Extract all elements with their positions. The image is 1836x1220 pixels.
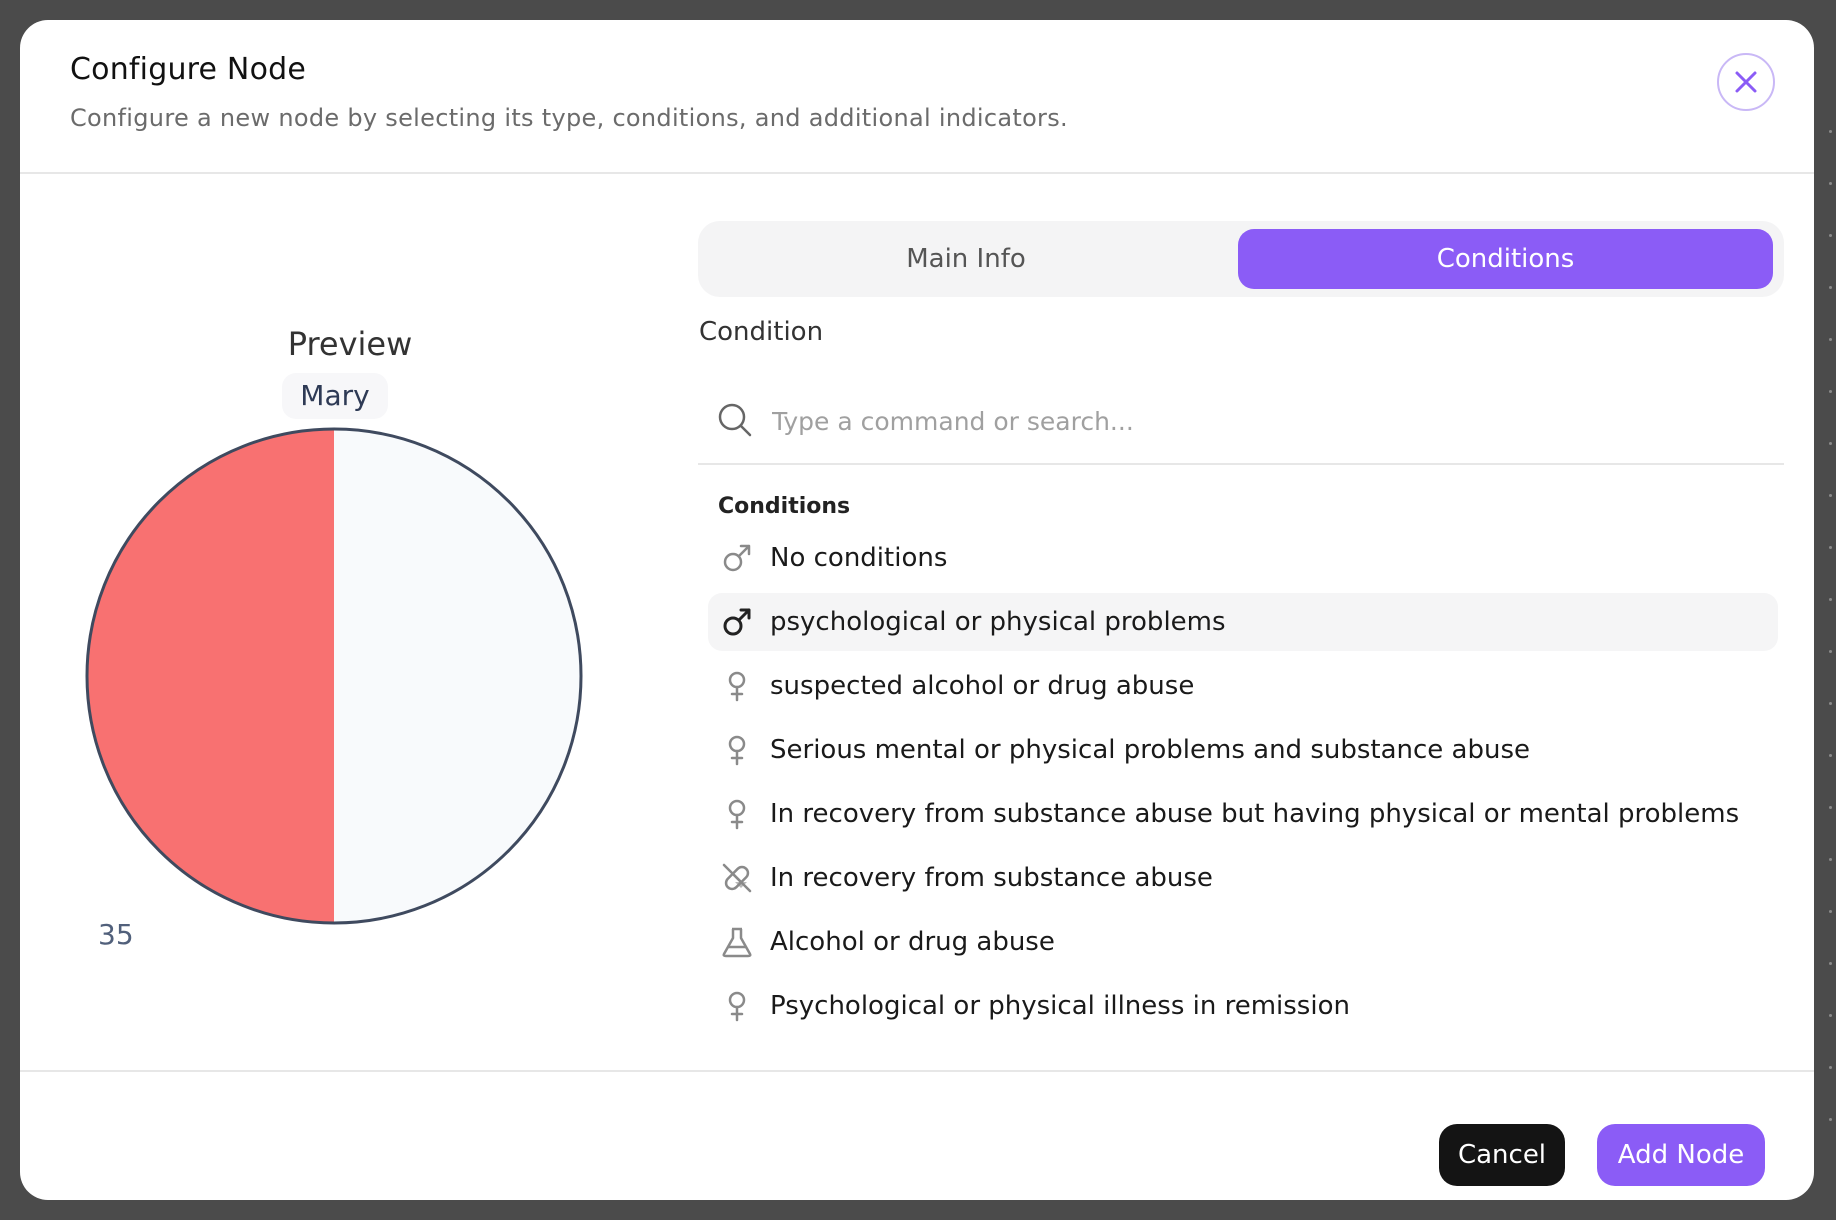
- pie-slice-0: [87, 429, 334, 923]
- condition-option-label: In recovery from substance abuse but hav…: [770, 799, 1740, 829]
- cancel-button[interactable]: Cancel: [1439, 1124, 1565, 1186]
- condition-option-illness-in-remission[interactable]: Psychological or physical illness in rem…: [708, 977, 1778, 1035]
- female-icon: [728, 991, 746, 1022]
- condition-option-label: No conditions: [770, 543, 948, 573]
- flask-icon: [722, 927, 752, 958]
- pill-off-icon: [722, 863, 752, 893]
- tab-bar: Main Info Conditions: [698, 221, 1784, 297]
- condition-option-label: Psychological or physical illness in rem…: [770, 991, 1350, 1021]
- add-node-button[interactable]: Add Node: [1597, 1124, 1765, 1186]
- node-age-label: 35: [98, 918, 134, 951]
- condition-option-suspected-alcohol-drug-abuse[interactable]: suspected alcohol or drug abuse: [708, 657, 1778, 715]
- preview-panel: Preview Mary 35: [20, 172, 680, 1072]
- condition-option-in-recovery[interactable]: In recovery from substance abuse: [708, 849, 1778, 907]
- condition-search: [698, 385, 1784, 465]
- close-icon: [1735, 71, 1757, 93]
- female-icon: [728, 671, 746, 702]
- condition-option-label: psychological or physical problems: [770, 607, 1226, 637]
- condition-option-serious-problems-substance-abuse[interactable]: Serious mental or physical problems and …: [708, 721, 1778, 779]
- male-icon: [723, 608, 751, 636]
- condition-option-label: suspected alcohol or drug abuse: [770, 671, 1195, 701]
- female-icon: [728, 735, 746, 766]
- conditions-group-heading: Conditions: [718, 494, 851, 519]
- condition-option-psychological-physical-problems[interactable]: psychological or physical problems: [708, 593, 1778, 651]
- search-input[interactable]: [770, 395, 1674, 447]
- node-name-label: Mary: [282, 373, 388, 419]
- condition-option-label: In recovery from substance abuse: [770, 863, 1213, 893]
- dialog-subtitle: Configure a new node by selecting its ty…: [70, 104, 1068, 132]
- condition-option-no-conditions[interactable]: No conditions: [708, 529, 1778, 587]
- male-icon: [723, 544, 751, 572]
- condition-option-label: Alcohol or drug abuse: [770, 927, 1055, 957]
- condition-option-alcohol-drug-abuse[interactable]: Alcohol or drug abuse: [708, 913, 1778, 971]
- search-icon: [718, 403, 752, 437]
- pie-outline: [85, 427, 583, 925]
- close-button[interactable]: [1717, 53, 1775, 111]
- dialog-header: Configure Node Configure a new node by s…: [20, 20, 1814, 174]
- dialog-footer: Cancel Add Node: [20, 1070, 1814, 1200]
- condition-option-recovery-with-problems[interactable]: In recovery from substance abuse but hav…: [708, 785, 1778, 843]
- configure-node-dialog: Configure Node Configure a new node by s…: [20, 20, 1814, 1200]
- tab-main-info[interactable]: Main Info: [906, 244, 1026, 274]
- dialog-title: Configure Node: [70, 52, 307, 87]
- pie-slice-1: [334, 429, 581, 923]
- tab-conditions[interactable]: Conditions: [1238, 229, 1773, 289]
- female-icon: [728, 799, 746, 830]
- node-preview-pie: [85, 427, 583, 925]
- condition-option-label: Serious mental or physical problems and …: [770, 735, 1531, 765]
- preview-label: Preview: [287, 325, 413, 363]
- backdrop-scroll-dots: [1820, 0, 1836, 1220]
- condition-field-label: Condition: [699, 317, 824, 347]
